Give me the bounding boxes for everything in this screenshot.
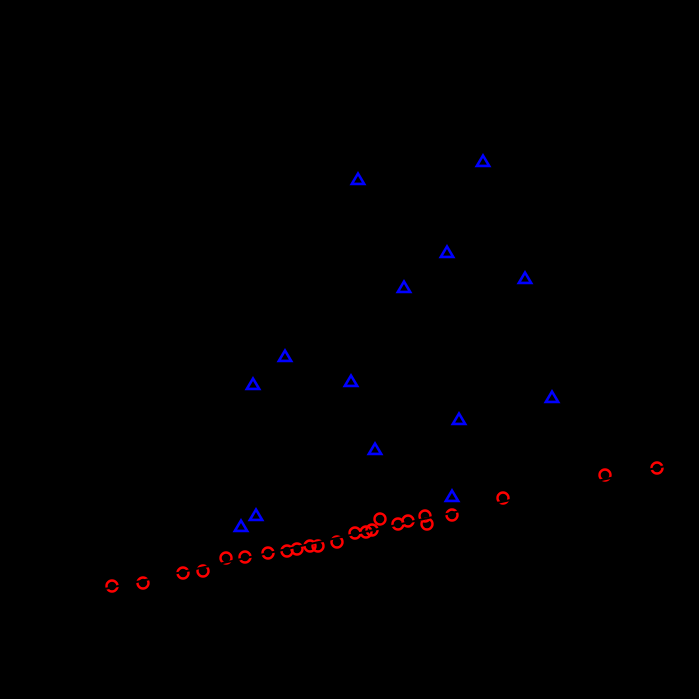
- circle-marker: [136, 576, 150, 590]
- circle-marker: [311, 539, 325, 553]
- circle-marker: [261, 546, 275, 560]
- triangle-marker: [247, 506, 265, 522]
- triangle-marker: [474, 152, 492, 168]
- triangle-marker: [342, 372, 360, 388]
- triangle-marker: [244, 375, 262, 391]
- circle-marker: [373, 512, 387, 526]
- triangle-marker: [232, 517, 250, 533]
- triangle-marker: [543, 388, 561, 404]
- triangle-marker: [443, 487, 461, 503]
- triangle-marker: [366, 440, 384, 456]
- triangle-marker: [450, 410, 468, 426]
- circle-marker: [330, 535, 344, 549]
- circle-marker: [598, 468, 612, 482]
- triangle-marker: [438, 243, 456, 259]
- circle-marker: [650, 461, 664, 475]
- triangle-series: [232, 152, 561, 533]
- circle-marker: [496, 491, 510, 505]
- triangle-marker: [349, 170, 367, 186]
- circle-marker: [418, 509, 432, 523]
- triangle-marker: [395, 278, 413, 294]
- triangle-marker: [516, 269, 534, 285]
- triangle-marker: [276, 347, 294, 363]
- circle-marker: [219, 551, 233, 565]
- trend-line: [99, 464, 671, 591]
- circle-marker: [196, 564, 210, 578]
